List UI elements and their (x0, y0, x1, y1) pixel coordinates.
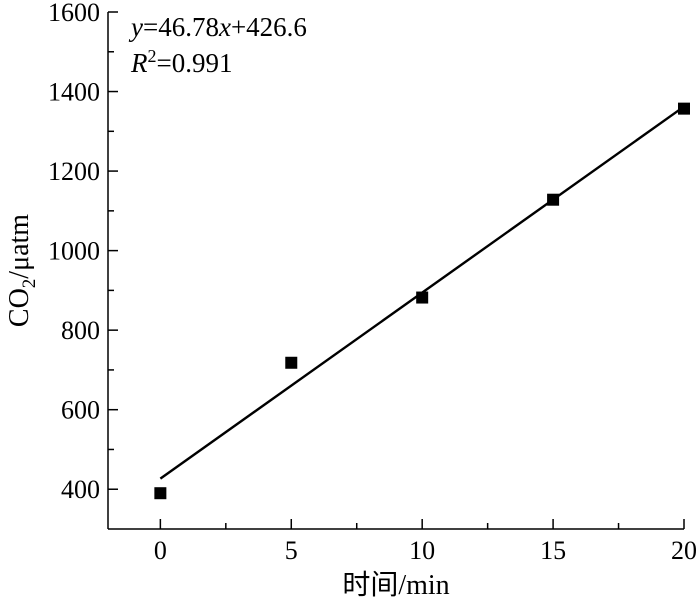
y-tick-label: 400 (61, 475, 100, 504)
x-tick-label: 15 (540, 536, 566, 565)
data-points (154, 102, 690, 500)
data-point (678, 102, 690, 115)
data-point (285, 356, 298, 369)
y-tick-label: 1400 (48, 78, 100, 107)
data-point (154, 487, 167, 500)
y-tick-label: 600 (61, 396, 100, 425)
y-tick-label: 1600 (48, 0, 100, 27)
y-axis-title-unit: /μatm (4, 214, 35, 279)
y-axis-title-sub: 2 (19, 279, 40, 289)
ticks: 400 600 800 1000 1200 1400 1600 0 5 10 15 20 (48, 0, 697, 565)
fit-equation-slope: =46.78 (143, 12, 219, 42)
x-tick-label: 20 (671, 536, 697, 565)
y-tick-label: 1000 (48, 237, 100, 266)
fit-equation-y: y (128, 12, 143, 42)
r-squared: R2=0.991 (130, 46, 232, 78)
r-squared-exponent: 2 (148, 46, 157, 66)
y-axis-title-main: CO (4, 288, 35, 327)
fit-equation-x: x (218, 12, 231, 42)
axes (107, 12, 684, 530)
x-tick-label: 0 (154, 536, 167, 565)
x-axis-title: 时间/min (342, 569, 449, 601)
x-tick-label: 10 (409, 536, 435, 565)
y-tick-label: 800 (61, 316, 100, 345)
r-squared-value: =0.991 (157, 48, 233, 78)
fit-equation: y=46.78x+426.6 (128, 12, 307, 42)
y-axis-title: CO2/μatm (4, 214, 40, 327)
r-squared-symbol: R (130, 48, 148, 78)
x-tick-label: 5 (285, 536, 298, 565)
data-point (547, 193, 560, 206)
data-point (416, 291, 429, 304)
y-tick-label: 1200 (48, 157, 100, 186)
fit-equation-intercept: +426.6 (231, 12, 307, 42)
